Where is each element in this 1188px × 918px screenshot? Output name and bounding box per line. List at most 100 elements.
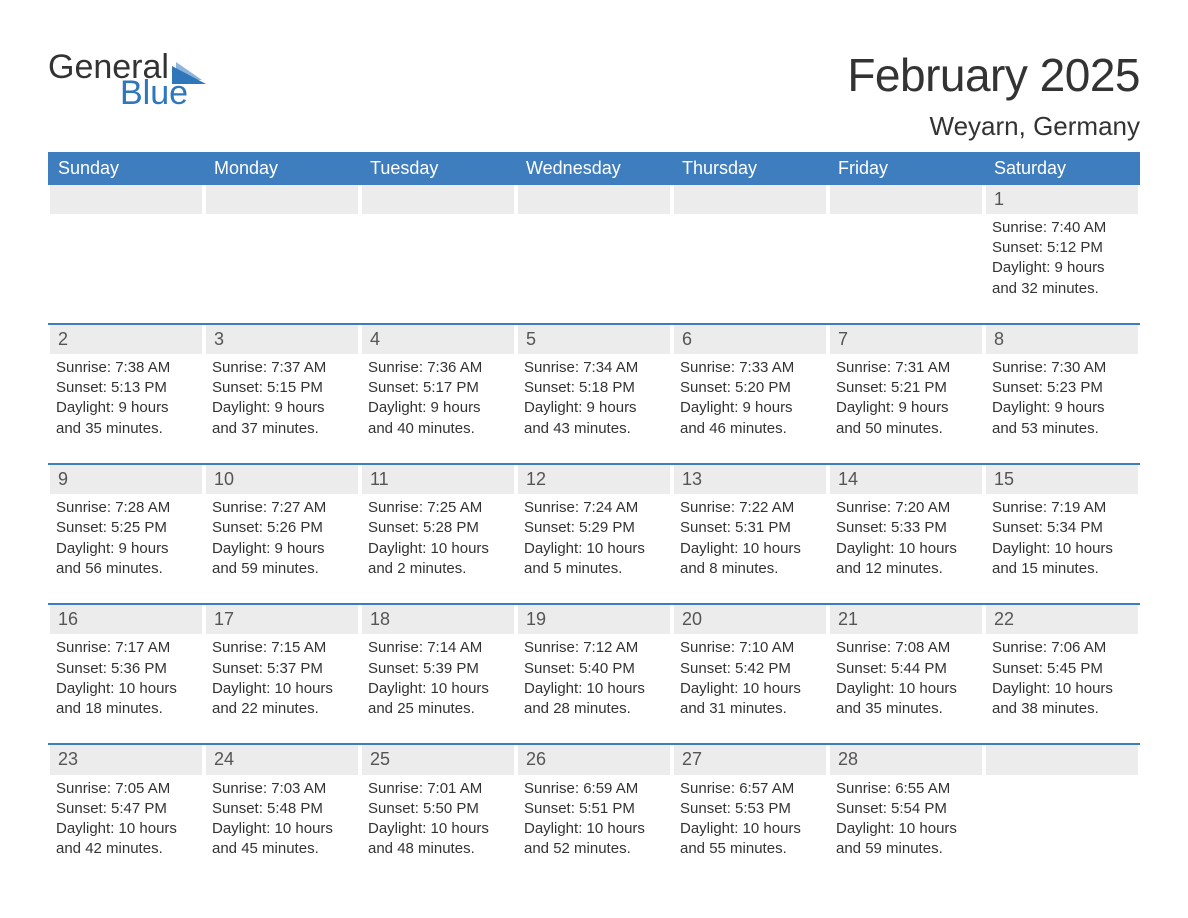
day-number: 22 bbox=[986, 605, 1138, 634]
sunrise-text: Sunrise: 6:57 AM bbox=[680, 779, 820, 799]
day-body: Sunrise: 7:37 AMSunset: 5:15 PMDaylight:… bbox=[206, 354, 358, 439]
day-cell bbox=[672, 185, 828, 305]
dow-monday: Monday bbox=[204, 152, 360, 185]
daylight-text: Daylight: 10 hours and 8 minutes. bbox=[680, 539, 820, 580]
sunset-text: Sunset: 5:47 PM bbox=[56, 799, 196, 819]
day-number bbox=[50, 185, 202, 214]
month-title: February 2025 bbox=[847, 50, 1140, 101]
dow-thursday: Thursday bbox=[672, 152, 828, 185]
day-cell: 18Sunrise: 7:14 AMSunset: 5:39 PMDayligh… bbox=[360, 605, 516, 725]
day-body: Sunrise: 7:03 AMSunset: 5:48 PMDaylight:… bbox=[206, 775, 358, 860]
day-body: Sunrise: 7:15 AMSunset: 5:37 PMDaylight:… bbox=[206, 634, 358, 719]
sunset-text: Sunset: 5:50 PM bbox=[368, 799, 508, 819]
sunrise-text: Sunrise: 7:10 AM bbox=[680, 638, 820, 658]
day-number: 25 bbox=[362, 745, 514, 774]
sunrise-text: Sunrise: 7:40 AM bbox=[992, 218, 1132, 238]
calendar-page: General Blue February 2025 Weyarn, Germa… bbox=[0, 0, 1188, 906]
sunset-text: Sunset: 5:42 PM bbox=[680, 659, 820, 679]
week-row: 1Sunrise: 7:40 AMSunset: 5:12 PMDaylight… bbox=[48, 185, 1140, 305]
day-body: Sunrise: 7:06 AMSunset: 5:45 PMDaylight:… bbox=[986, 634, 1138, 719]
daylight-text: Daylight: 10 hours and 12 minutes. bbox=[836, 539, 976, 580]
daylight-text: Daylight: 9 hours and 37 minutes. bbox=[212, 398, 352, 439]
day-cell: 4Sunrise: 7:36 AMSunset: 5:17 PMDaylight… bbox=[360, 325, 516, 445]
sunrise-text: Sunrise: 7:31 AM bbox=[836, 358, 976, 378]
daylight-text: Daylight: 10 hours and 18 minutes. bbox=[56, 679, 196, 720]
sunrise-text: Sunrise: 7:36 AM bbox=[368, 358, 508, 378]
day-cell: 11Sunrise: 7:25 AMSunset: 5:28 PMDayligh… bbox=[360, 465, 516, 585]
day-cell bbox=[984, 745, 1140, 865]
day-number bbox=[830, 185, 982, 214]
sunset-text: Sunset: 5:13 PM bbox=[56, 378, 196, 398]
day-cell: 8Sunrise: 7:30 AMSunset: 5:23 PMDaylight… bbox=[984, 325, 1140, 445]
day-body: Sunrise: 7:01 AMSunset: 5:50 PMDaylight:… bbox=[362, 775, 514, 860]
sunrise-text: Sunrise: 7:22 AM bbox=[680, 498, 820, 518]
day-body: Sunrise: 7:10 AMSunset: 5:42 PMDaylight:… bbox=[674, 634, 826, 719]
dow-friday: Friday bbox=[828, 152, 984, 185]
dow-tuesday: Tuesday bbox=[360, 152, 516, 185]
day-number: 3 bbox=[206, 325, 358, 354]
sunrise-text: Sunrise: 7:03 AM bbox=[212, 779, 352, 799]
day-cell: 22Sunrise: 7:06 AMSunset: 5:45 PMDayligh… bbox=[984, 605, 1140, 725]
sunrise-text: Sunrise: 7:17 AM bbox=[56, 638, 196, 658]
sunset-text: Sunset: 5:40 PM bbox=[524, 659, 664, 679]
week-row: 16Sunrise: 7:17 AMSunset: 5:36 PMDayligh… bbox=[48, 603, 1140, 725]
sunrise-text: Sunrise: 7:08 AM bbox=[836, 638, 976, 658]
sunrise-text: Sunrise: 7:28 AM bbox=[56, 498, 196, 518]
day-cell: 26Sunrise: 6:59 AMSunset: 5:51 PMDayligh… bbox=[516, 745, 672, 865]
day-cell: 19Sunrise: 7:12 AMSunset: 5:40 PMDayligh… bbox=[516, 605, 672, 725]
day-cell: 13Sunrise: 7:22 AMSunset: 5:31 PMDayligh… bbox=[672, 465, 828, 585]
day-cell: 20Sunrise: 7:10 AMSunset: 5:42 PMDayligh… bbox=[672, 605, 828, 725]
calendar-grid: SundayMondayTuesdayWednesdayThursdayFrid… bbox=[48, 152, 1140, 866]
day-number: 28 bbox=[830, 745, 982, 774]
sunrise-text: Sunrise: 7:34 AM bbox=[524, 358, 664, 378]
day-cell: 9Sunrise: 7:28 AMSunset: 5:25 PMDaylight… bbox=[48, 465, 204, 585]
day-number: 6 bbox=[674, 325, 826, 354]
daylight-text: Daylight: 9 hours and 35 minutes. bbox=[56, 398, 196, 439]
daylight-text: Daylight: 10 hours and 55 minutes. bbox=[680, 819, 820, 860]
sunset-text: Sunset: 5:39 PM bbox=[368, 659, 508, 679]
sunset-text: Sunset: 5:17 PM bbox=[368, 378, 508, 398]
day-number: 27 bbox=[674, 745, 826, 774]
sunrise-text: Sunrise: 7:15 AM bbox=[212, 638, 352, 658]
day-body: Sunrise: 7:40 AMSunset: 5:12 PMDaylight:… bbox=[986, 214, 1138, 299]
daylight-text: Daylight: 10 hours and 35 minutes. bbox=[836, 679, 976, 720]
day-body: Sunrise: 7:08 AMSunset: 5:44 PMDaylight:… bbox=[830, 634, 982, 719]
day-number: 7 bbox=[830, 325, 982, 354]
day-number bbox=[206, 185, 358, 214]
sunset-text: Sunset: 5:29 PM bbox=[524, 518, 664, 538]
sunset-text: Sunset: 5:48 PM bbox=[212, 799, 352, 819]
daylight-text: Daylight: 10 hours and 22 minutes. bbox=[212, 679, 352, 720]
sunrise-text: Sunrise: 7:33 AM bbox=[680, 358, 820, 378]
day-body: Sunrise: 7:33 AMSunset: 5:20 PMDaylight:… bbox=[674, 354, 826, 439]
sunset-text: Sunset: 5:37 PM bbox=[212, 659, 352, 679]
location-label: Weyarn, Germany bbox=[847, 111, 1140, 142]
sunset-text: Sunset: 5:21 PM bbox=[836, 378, 976, 398]
daylight-text: Daylight: 10 hours and 5 minutes. bbox=[524, 539, 664, 580]
sunset-text: Sunset: 5:25 PM bbox=[56, 518, 196, 538]
day-number: 8 bbox=[986, 325, 1138, 354]
day-body: Sunrise: 7:20 AMSunset: 5:33 PMDaylight:… bbox=[830, 494, 982, 579]
day-body: Sunrise: 7:17 AMSunset: 5:36 PMDaylight:… bbox=[50, 634, 202, 719]
sunset-text: Sunset: 5:51 PM bbox=[524, 799, 664, 819]
sunrise-text: Sunrise: 6:59 AM bbox=[524, 779, 664, 799]
daylight-text: Daylight: 9 hours and 43 minutes. bbox=[524, 398, 664, 439]
logo: General Blue bbox=[48, 50, 206, 109]
day-cell: 25Sunrise: 7:01 AMSunset: 5:50 PMDayligh… bbox=[360, 745, 516, 865]
day-cell bbox=[360, 185, 516, 305]
sunrise-text: Sunrise: 7:38 AM bbox=[56, 358, 196, 378]
day-cell: 23Sunrise: 7:05 AMSunset: 5:47 PMDayligh… bbox=[48, 745, 204, 865]
day-number bbox=[674, 185, 826, 214]
sunset-text: Sunset: 5:54 PM bbox=[836, 799, 976, 819]
day-number: 19 bbox=[518, 605, 670, 634]
daylight-text: Daylight: 10 hours and 52 minutes. bbox=[524, 819, 664, 860]
day-body: Sunrise: 7:12 AMSunset: 5:40 PMDaylight:… bbox=[518, 634, 670, 719]
sunrise-text: Sunrise: 7:01 AM bbox=[368, 779, 508, 799]
day-number: 24 bbox=[206, 745, 358, 774]
day-body: Sunrise: 7:36 AMSunset: 5:17 PMDaylight:… bbox=[362, 354, 514, 439]
dow-saturday: Saturday bbox=[984, 152, 1140, 185]
day-cell: 7Sunrise: 7:31 AMSunset: 5:21 PMDaylight… bbox=[828, 325, 984, 445]
day-body: Sunrise: 7:25 AMSunset: 5:28 PMDaylight:… bbox=[362, 494, 514, 579]
day-body: Sunrise: 7:22 AMSunset: 5:31 PMDaylight:… bbox=[674, 494, 826, 579]
day-body: Sunrise: 7:05 AMSunset: 5:47 PMDaylight:… bbox=[50, 775, 202, 860]
day-number: 16 bbox=[50, 605, 202, 634]
